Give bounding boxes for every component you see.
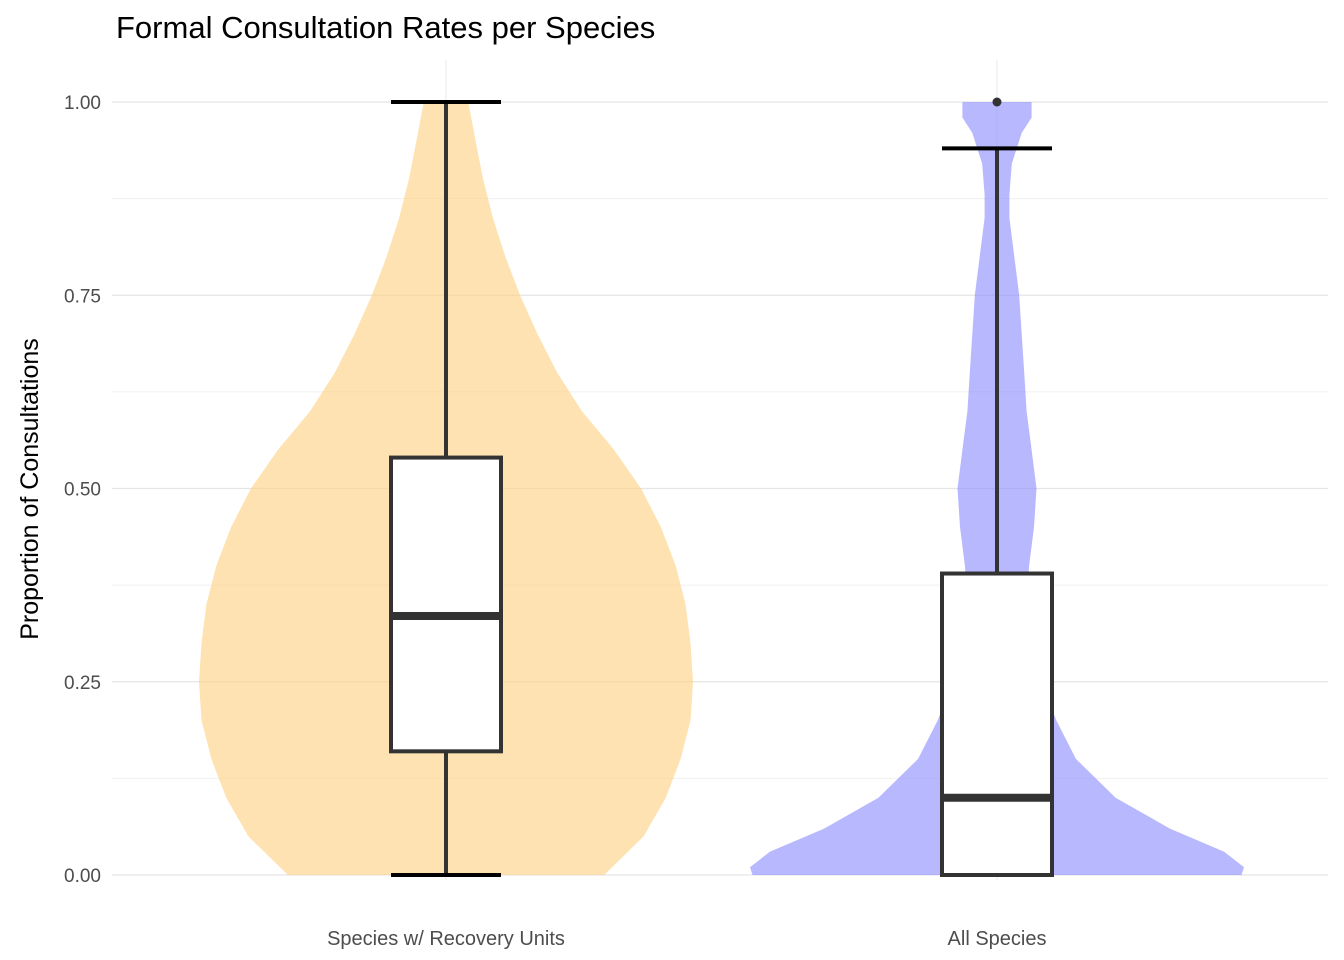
outlier-point bbox=[992, 97, 1002, 107]
y-tick-label: 1.00 bbox=[64, 93, 101, 114]
box-iqr bbox=[940, 571, 1054, 878]
x-tick-label: All Species bbox=[948, 928, 1047, 950]
y-axis-label: Proportion of Consultations bbox=[16, 338, 44, 640]
y-tick-label: 0.25 bbox=[64, 673, 101, 694]
y-tick-label: 0.75 bbox=[64, 286, 101, 307]
chart-title: Formal Consultation Rates per Species bbox=[116, 10, 656, 45]
y-tick-label: 0.00 bbox=[64, 866, 101, 887]
box-iqr bbox=[389, 455, 503, 754]
y-tick-label: 0.50 bbox=[64, 480, 101, 501]
x-tick-label: Species w/ Recovery Units bbox=[327, 928, 565, 950]
